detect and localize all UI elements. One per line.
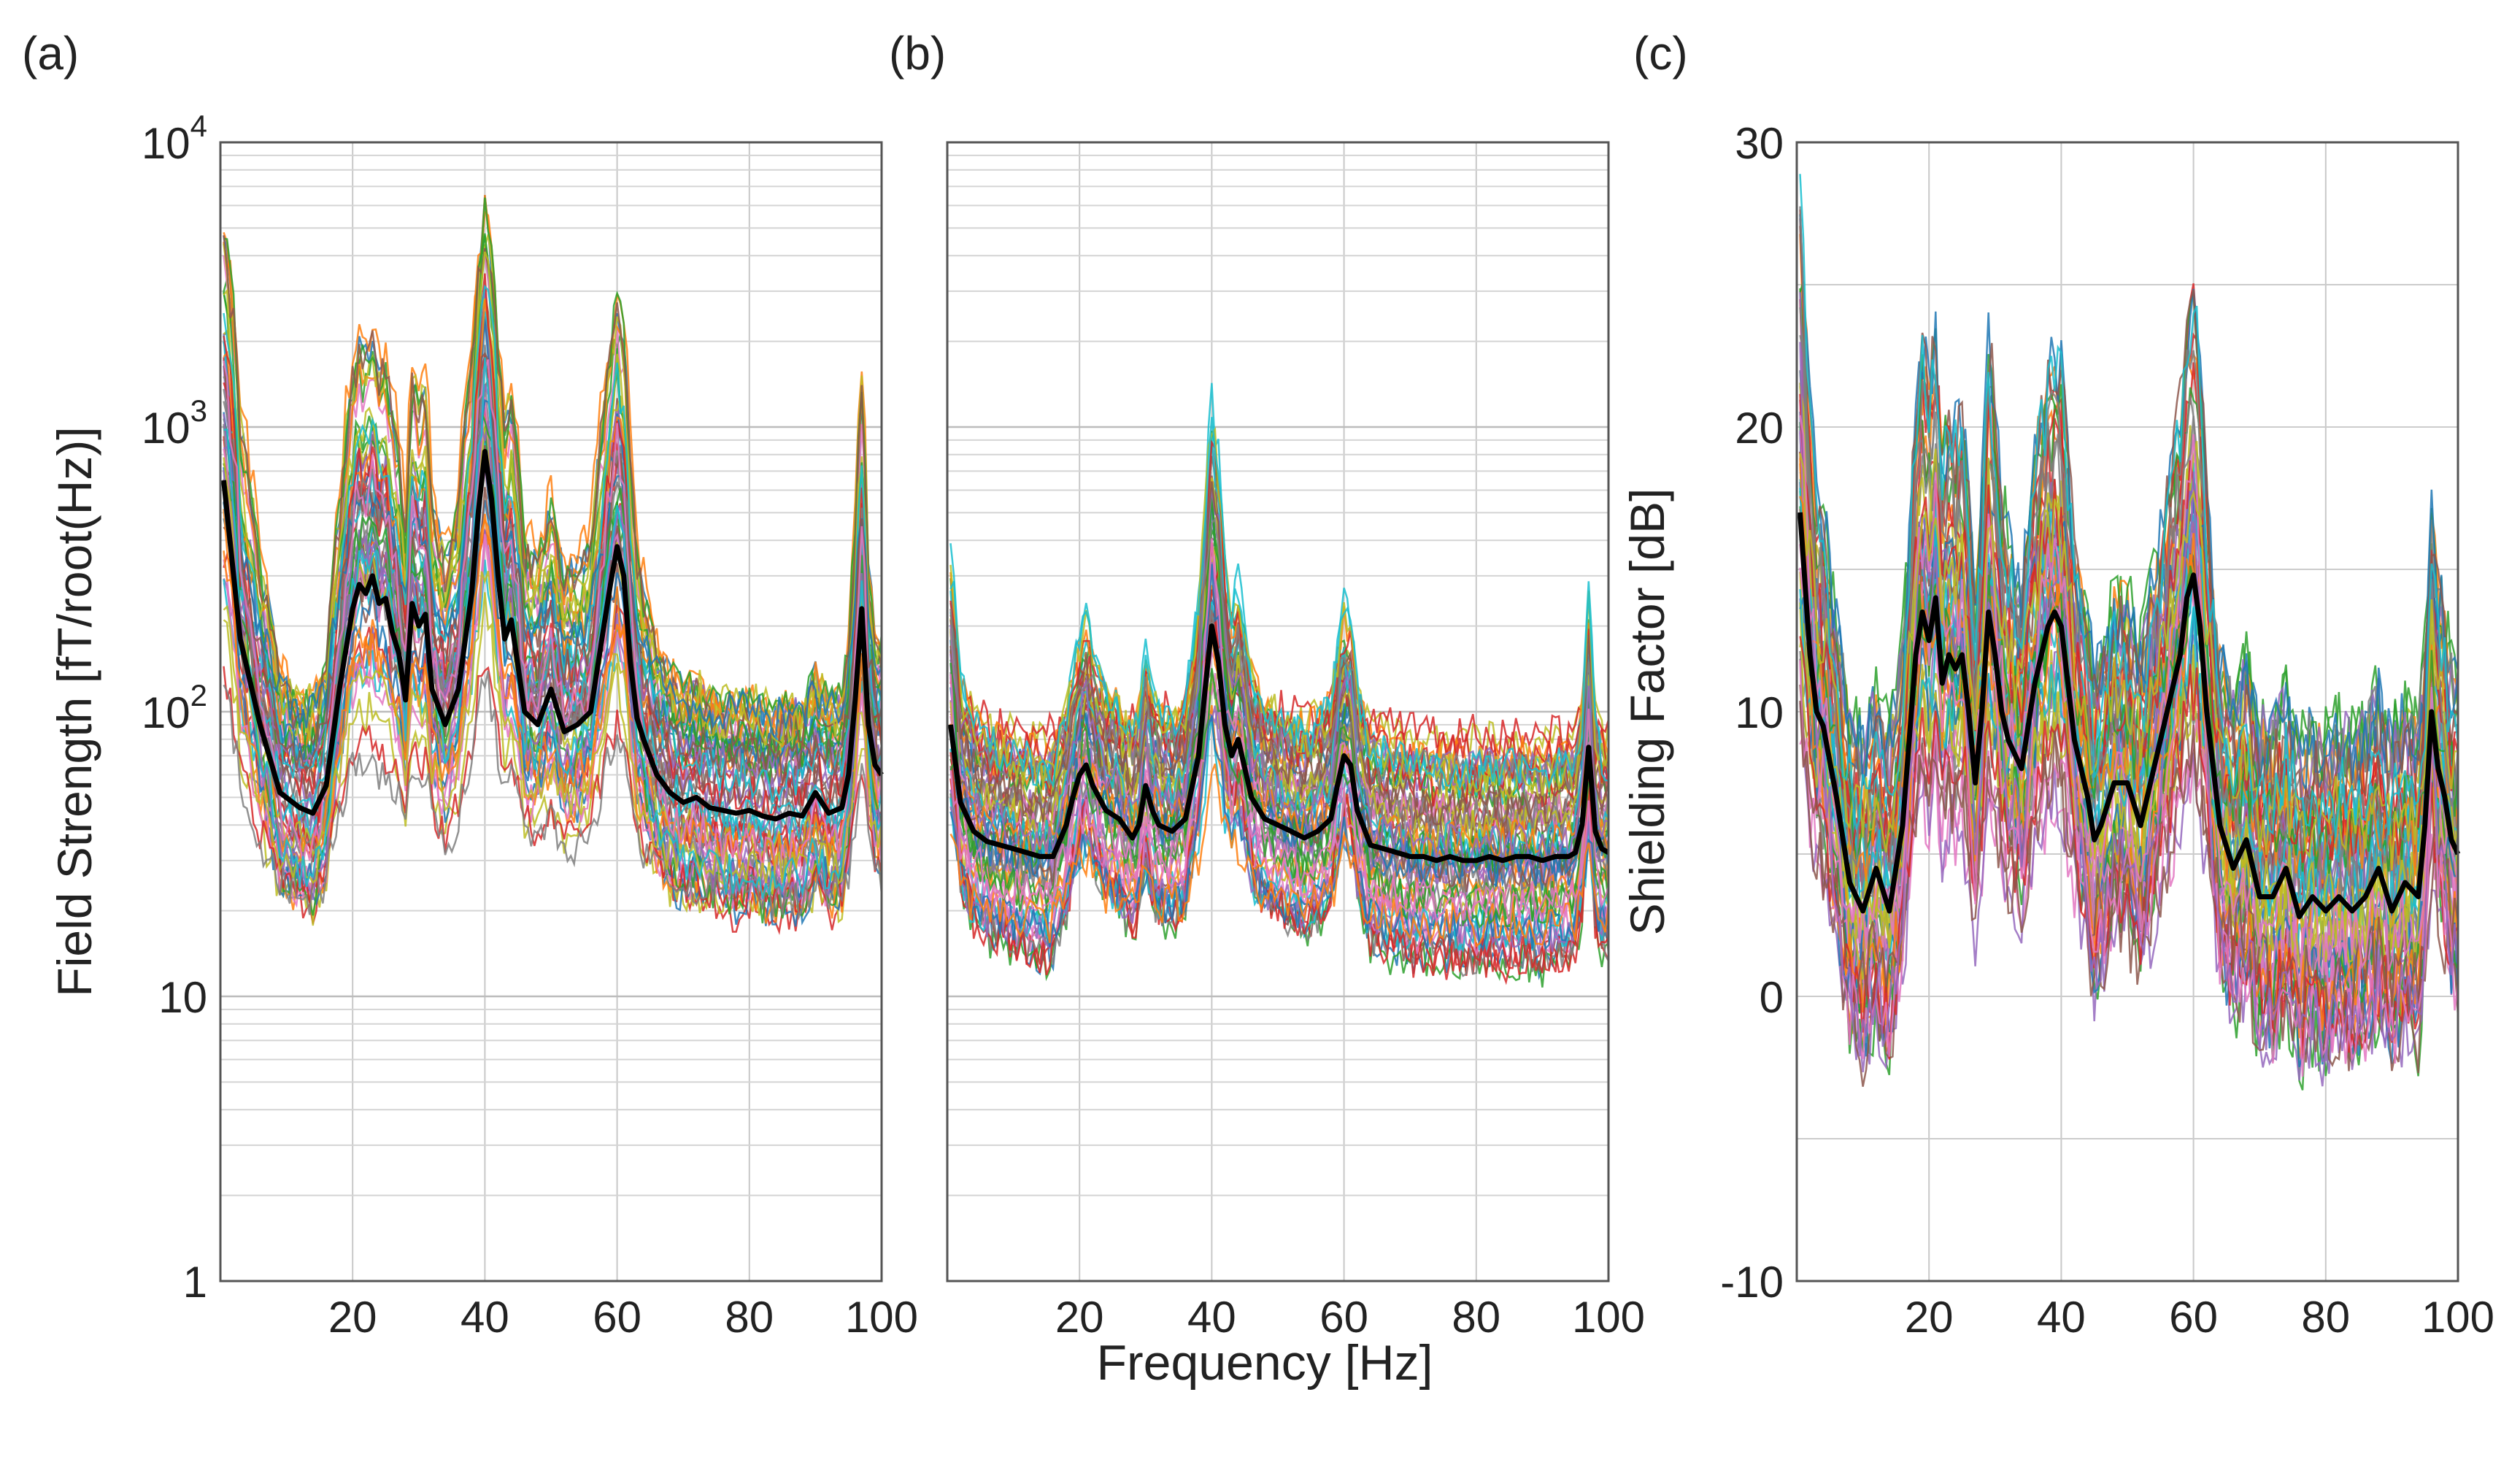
x-tick-label: 40 bbox=[461, 1293, 509, 1342]
panel-a-mean-line bbox=[221, 449, 884, 822]
x-tick-label: 20 bbox=[1905, 1293, 1954, 1342]
x-tick-label: 100 bbox=[2421, 1293, 2494, 1342]
panel-b-x-ticks: 20 40 60 80 100 bbox=[1055, 1293, 1645, 1342]
panel-a-y-ticks: 1 10 102 103 104 bbox=[142, 109, 207, 1307]
panel-b: (b) 20 40 60 80 100 Frequency [Hz] bbox=[889, 27, 1645, 1391]
y-tick-label: 20 bbox=[1735, 404, 1784, 453]
panel-b-mean-line bbox=[948, 623, 1610, 864]
series-line bbox=[949, 488, 1610, 929]
panel-b-frame bbox=[946, 141, 1610, 1283]
x-tick-label: 60 bbox=[1319, 1293, 1368, 1342]
x-tick-label: 40 bbox=[1187, 1293, 1236, 1342]
panel-b-label: (b) bbox=[889, 27, 946, 80]
panel-c-x-ticks: 20 40 60 80 100 bbox=[1905, 1293, 2494, 1342]
x-tick-label: 80 bbox=[2301, 1293, 2350, 1342]
series-line bbox=[223, 357, 883, 899]
y-tick-label: -10 bbox=[1720, 1258, 1784, 1307]
series-line bbox=[223, 666, 883, 914]
panel-c-mean-line bbox=[1797, 512, 2461, 920]
y-tick-label: 30 bbox=[1735, 119, 1784, 168]
y-tick-label: 10 bbox=[1735, 688, 1784, 737]
x-tick-label: 20 bbox=[1055, 1293, 1104, 1342]
panel-c-y-axis-label: Shielding Factor [dB] bbox=[1620, 488, 1674, 936]
panel-c-frame bbox=[1795, 141, 2459, 1283]
panel-a-y-axis-label: Field Strength [fT/root(Hz)] bbox=[47, 426, 101, 996]
x-tick-label: 100 bbox=[1572, 1293, 1645, 1342]
x-tick-label: 80 bbox=[1452, 1293, 1500, 1342]
series-line bbox=[949, 488, 1609, 874]
x-tick-label: 20 bbox=[328, 1293, 377, 1342]
series-line bbox=[949, 481, 1610, 828]
panel-a: (a) 20 40 60 80 100 1 10 102 103 104 Field Stren… bbox=[22, 27, 918, 1342]
y-tick-label: 1 bbox=[183, 1258, 207, 1307]
y-tick-label: 0 bbox=[1760, 973, 1784, 1022]
series-line bbox=[949, 417, 1609, 791]
series-line bbox=[949, 542, 1610, 756]
x-tick-label: 100 bbox=[845, 1293, 918, 1342]
y-tick-label: 104 bbox=[142, 109, 207, 168]
series-line bbox=[223, 399, 883, 740]
series-line bbox=[223, 570, 883, 895]
panel-c-y-ticks: -10 0 10 20 30 bbox=[1720, 119, 1784, 1307]
panel-a-frame bbox=[219, 141, 883, 1283]
x-axis-label: Frequency [Hz] bbox=[1096, 1335, 1433, 1391]
x-tick-label: 40 bbox=[2037, 1293, 2086, 1342]
x-tick-label: 80 bbox=[725, 1293, 774, 1342]
series-line bbox=[949, 516, 1609, 796]
series-line bbox=[949, 538, 1610, 925]
x-tick-label: 60 bbox=[593, 1293, 641, 1342]
panel-a-x-ticks: 20 40 60 80 100 bbox=[328, 1293, 918, 1342]
series-line bbox=[223, 352, 883, 785]
series-line bbox=[1799, 342, 2459, 1063]
x-tick-label: 60 bbox=[2169, 1293, 2218, 1342]
panel-c-label: (c) bbox=[1633, 27, 1688, 80]
series-line bbox=[1799, 214, 2459, 789]
y-tick-label: 102 bbox=[142, 678, 207, 737]
series-line bbox=[223, 671, 883, 920]
y-tick-label: 10 bbox=[158, 973, 207, 1022]
series-line bbox=[1799, 453, 2459, 871]
series-line bbox=[223, 359, 883, 877]
panel-a-label: (a) bbox=[22, 27, 79, 80]
y-tick-label: 103 bbox=[142, 393, 207, 453]
series-line bbox=[223, 197, 883, 730]
series-line bbox=[1799, 174, 2459, 838]
series-line bbox=[949, 673, 1610, 928]
series-line bbox=[949, 763, 1610, 948]
panel-c: (c) 20 40 60 80 100 -10 0 10 20 30 Shielding Fac… bbox=[1620, 27, 2494, 1342]
